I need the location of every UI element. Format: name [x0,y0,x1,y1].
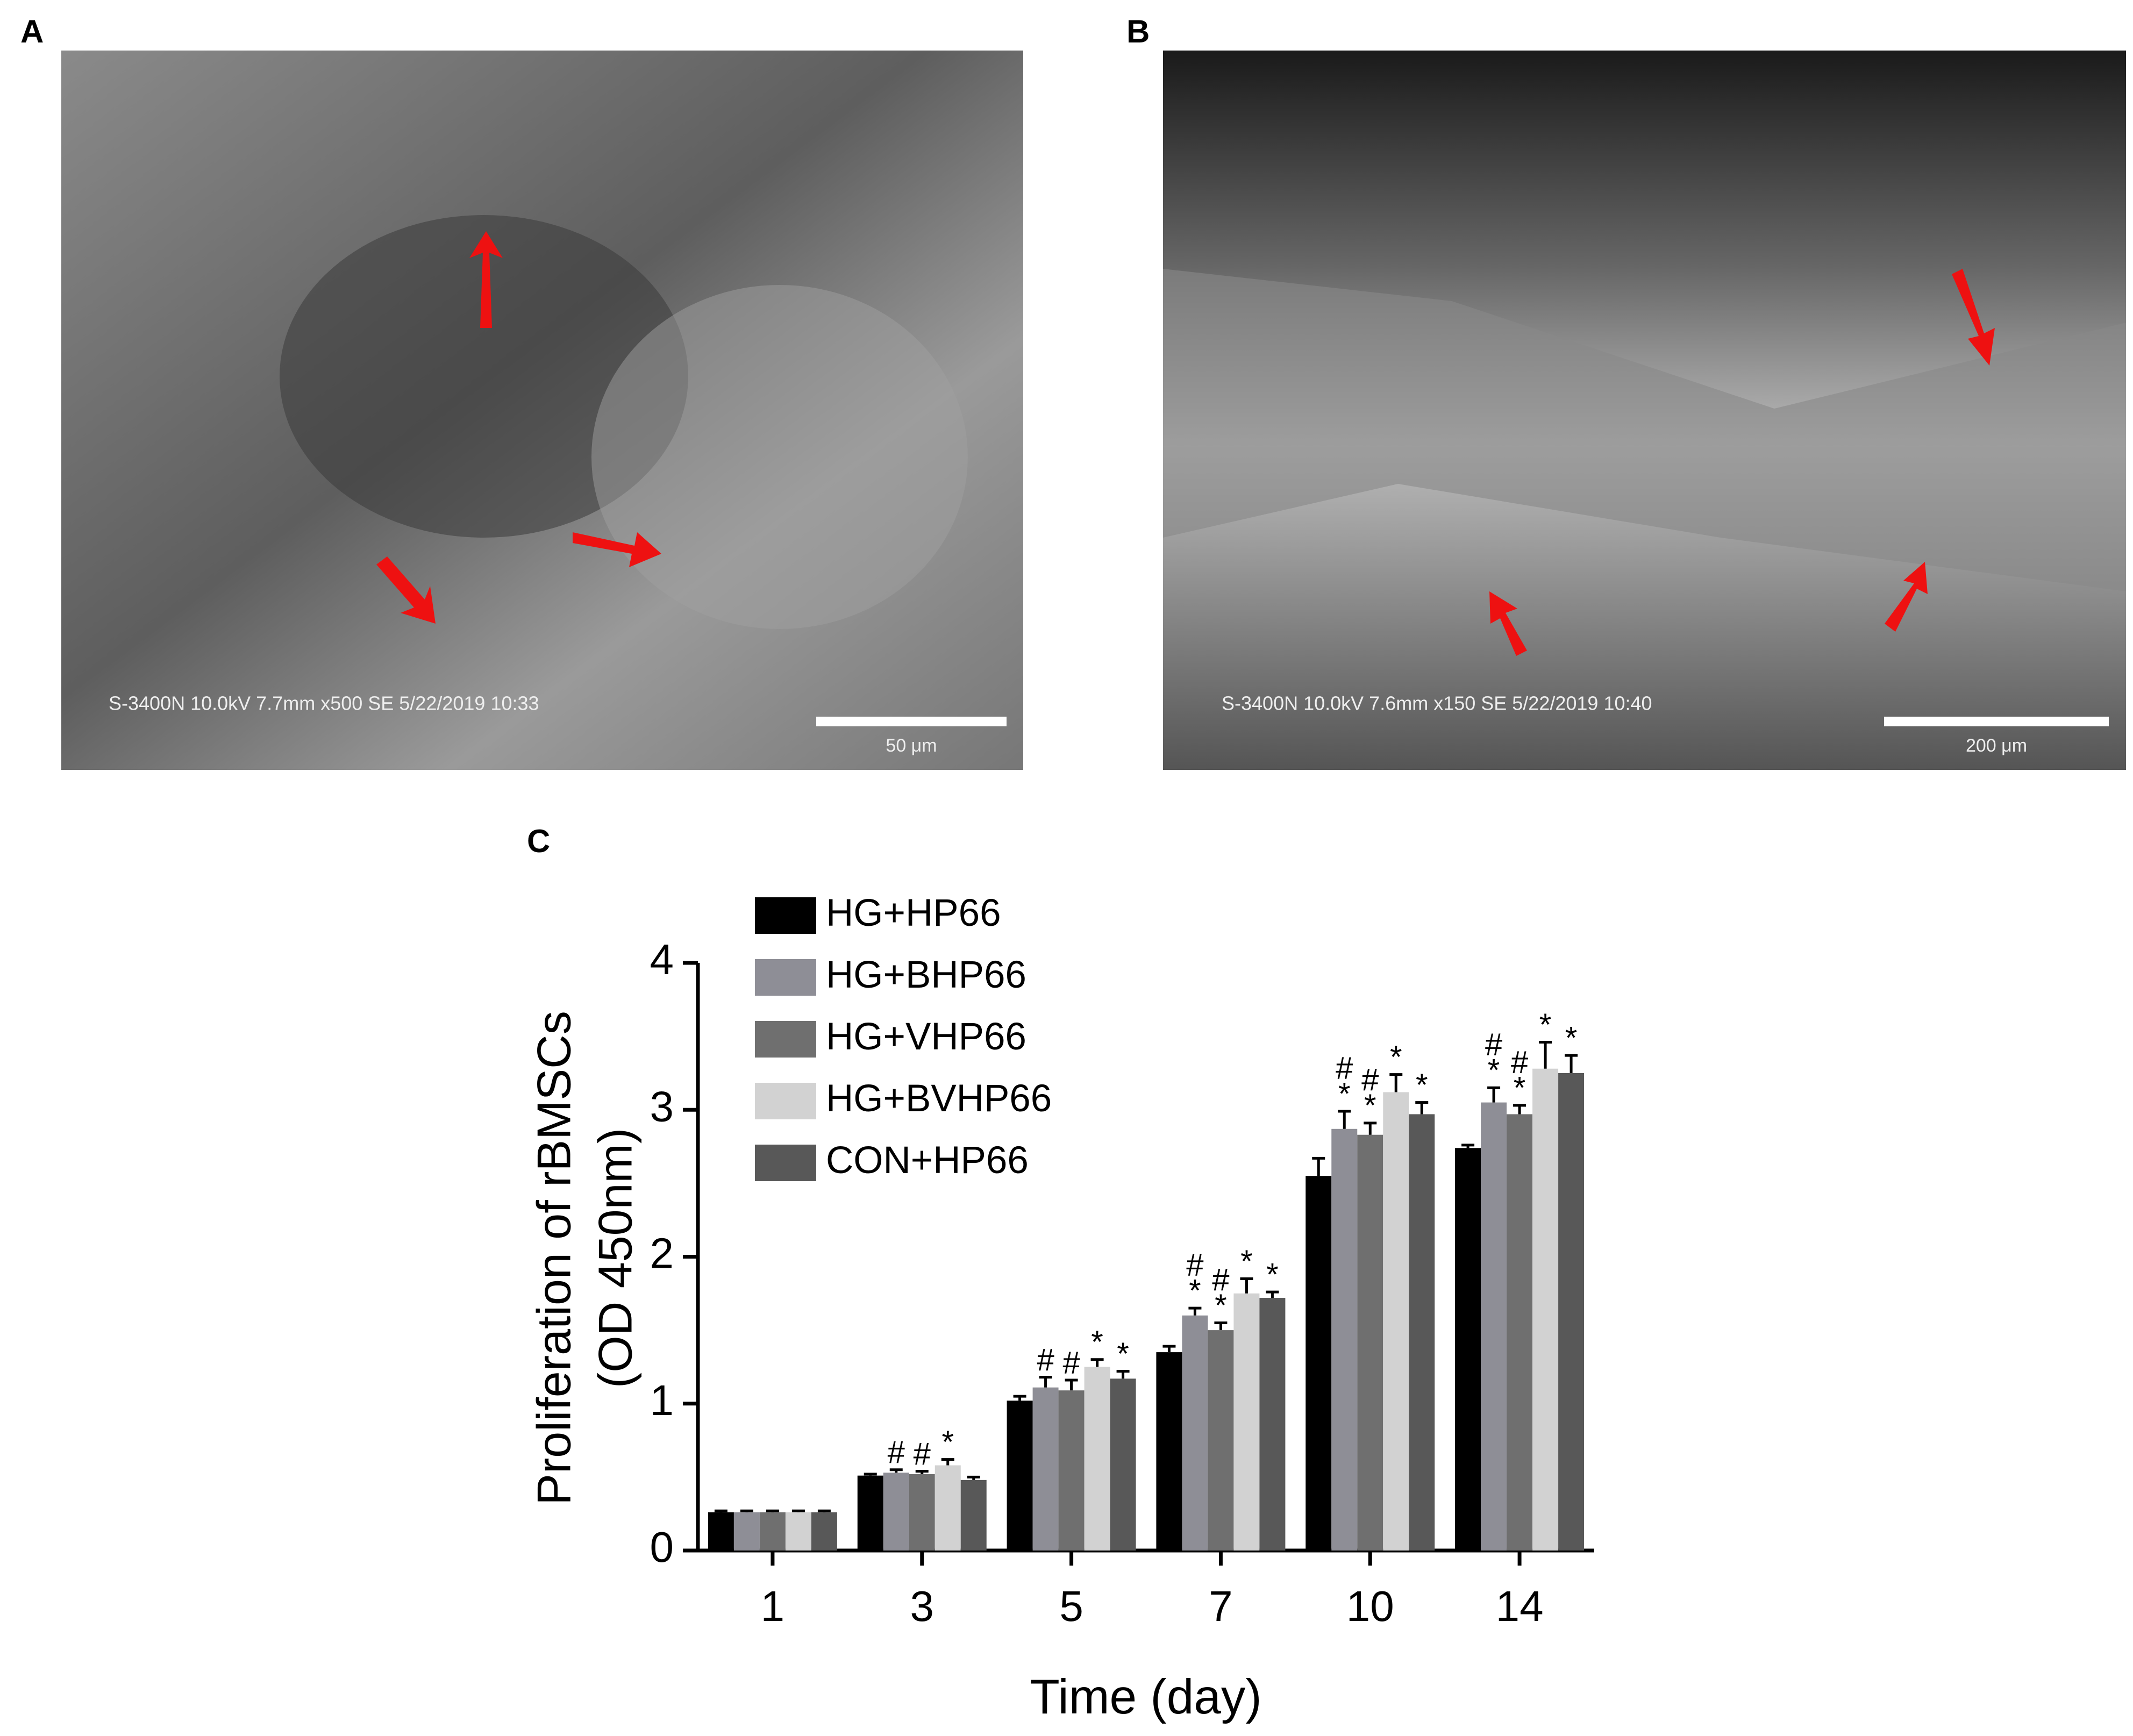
significance-mark: * [1539,1008,1552,1042]
texture [591,285,968,629]
significance-mark: # [1186,1247,1203,1282]
bar [934,1465,961,1551]
significance-mark: # [1511,1045,1528,1080]
significance-mark: # [1361,1062,1379,1097]
significance-mark: * [1338,1076,1351,1111]
bar [811,1512,837,1551]
bar [909,1474,935,1551]
bar [1455,1148,1481,1551]
bar [1233,1293,1260,1551]
bar [785,1512,811,1551]
legend-swatch [755,1083,816,1119]
legend-label: CON+HP66 [826,1139,1029,1182]
bar [1208,1330,1234,1551]
bar [759,1512,786,1551]
significance-mark: * [1416,1068,1428,1103]
y-axis-title: Proliferation of rBMSCs [527,1011,580,1505]
x-tick-label: 3 [910,1582,934,1630]
pore [280,215,688,538]
significance-mark: * [1390,1040,1402,1075]
bar [857,1475,883,1551]
legend-label: HG+VHP66 [826,1016,1026,1058]
bar [1558,1073,1585,1551]
significance-mark: # [1062,1345,1080,1380]
bar [1032,1387,1059,1551]
scale-bar [816,717,1007,726]
significance-mark: * [1514,1070,1526,1105]
x-tick-label: 10 [1346,1582,1394,1630]
bar [1357,1134,1383,1551]
x-tick-label: 7 [1209,1582,1233,1630]
y-axis-title: (OD 450nm) [588,1128,641,1388]
bar [1110,1378,1136,1551]
arrows [1489,269,1995,656]
bar [1156,1352,1182,1551]
significance-mark: * [941,1425,954,1460]
bar [1182,1315,1208,1551]
panel-label: B [1126,13,1150,49]
bar [1331,1128,1358,1551]
legend-label: HG+BHP66 [826,954,1026,996]
significance-mark: * [1117,1337,1129,1371]
scale-label: 50 μm [886,735,937,756]
y-tick-label: 4 [650,935,674,983]
significance-mark: # [1485,1027,1502,1062]
significance-mark: * [1488,1053,1500,1088]
bar [883,1473,909,1551]
legend-swatch [755,897,816,934]
bar [1007,1401,1033,1551]
significance-mark: # [914,1437,931,1471]
y-tick-label: 2 [650,1230,674,1277]
significance-mark: # [888,1435,905,1470]
significance-mark: # [1037,1342,1054,1377]
legend-label: HG+BVHP66 [826,1077,1052,1120]
significance-mark: # [1212,1262,1229,1297]
bar [733,1512,760,1551]
sem-caption: S-3400N 10.0kV 7.6mm x150 SE 5/22/2019 1… [1222,692,1652,715]
significance-mark: * [1266,1257,1279,1292]
bar [1409,1114,1435,1551]
scale-bar [1884,717,2109,726]
significance-mark: * [1215,1288,1227,1323]
legend-swatch [755,1145,816,1181]
bar [1058,1390,1085,1551]
x-tick-label: 14 [1496,1582,1544,1630]
bar [1084,1367,1110,1551]
bar [1481,1102,1507,1551]
bar [708,1512,734,1551]
significance-mark: * [1565,1020,1578,1055]
significance-mark: * [1091,1325,1103,1360]
bar [1383,1092,1409,1551]
x-tick-label: 5 [1059,1582,1083,1630]
scale-label: 200 μm [1966,735,2027,756]
bar [1507,1114,1533,1551]
panel-label: A [20,13,44,49]
significance-mark: * [1364,1088,1376,1123]
y-tick-label: 0 [650,1523,674,1571]
arrows [376,231,661,624]
panel-label: C [527,823,550,859]
legend-swatch [755,1021,816,1058]
legend-label: HG+HP66 [826,892,1001,934]
y-tick-label: 1 [650,1376,674,1424]
legend-swatch [755,959,816,996]
bar [1306,1176,1332,1551]
significance-mark: * [1189,1273,1201,1308]
significance-mark: * [1240,1244,1253,1279]
bar [960,1480,987,1551]
texture [1163,269,2126,591]
sem-caption: S-3400N 10.0kV 7.7mm x500 SE 5/22/2019 1… [109,692,539,715]
bar [1259,1298,1286,1551]
x-axis-title: Time (day) [1030,1670,1261,1724]
y-tick-label: 3 [650,1082,674,1130]
significance-mark: # [1336,1051,1353,1085]
bar [1532,1068,1559,1551]
x-tick-label: 1 [761,1582,785,1630]
